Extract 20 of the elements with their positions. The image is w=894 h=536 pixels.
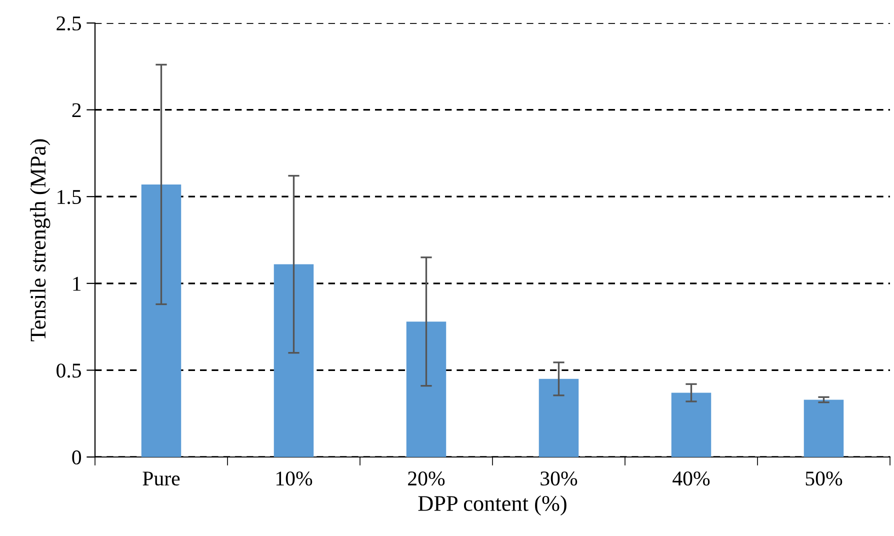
y-tick-label: 0.5 bbox=[56, 364, 81, 378]
y-tick-label: 1.5 bbox=[58, 190, 81, 204]
x-tick-label: 50% bbox=[806, 471, 842, 486]
y-tick-label: 0 bbox=[72, 450, 82, 464]
bar bbox=[538, 378, 579, 457]
bar bbox=[274, 264, 314, 457]
x-tick-label: Pure bbox=[142, 472, 180, 486]
y-tick-label: 1 bbox=[73, 276, 81, 291]
bar bbox=[406, 322, 446, 457]
y-axis-title: Tensile strength (MPa) bbox=[30, 139, 50, 342]
bar bbox=[804, 400, 844, 457]
y-tick-label: 2.5 bbox=[56, 16, 81, 31]
x-tick-label: 10% bbox=[276, 471, 312, 486]
x-axis-title: DPP content (%) bbox=[418, 495, 566, 516]
y-tick-label: 2 bbox=[72, 103, 81, 118]
bar bbox=[671, 392, 712, 457]
x-tick-label: 30% bbox=[540, 471, 578, 486]
x-tick-label: 40% bbox=[672, 471, 710, 486]
bar bbox=[141, 184, 182, 457]
x-tick-label: 20% bbox=[408, 471, 445, 486]
